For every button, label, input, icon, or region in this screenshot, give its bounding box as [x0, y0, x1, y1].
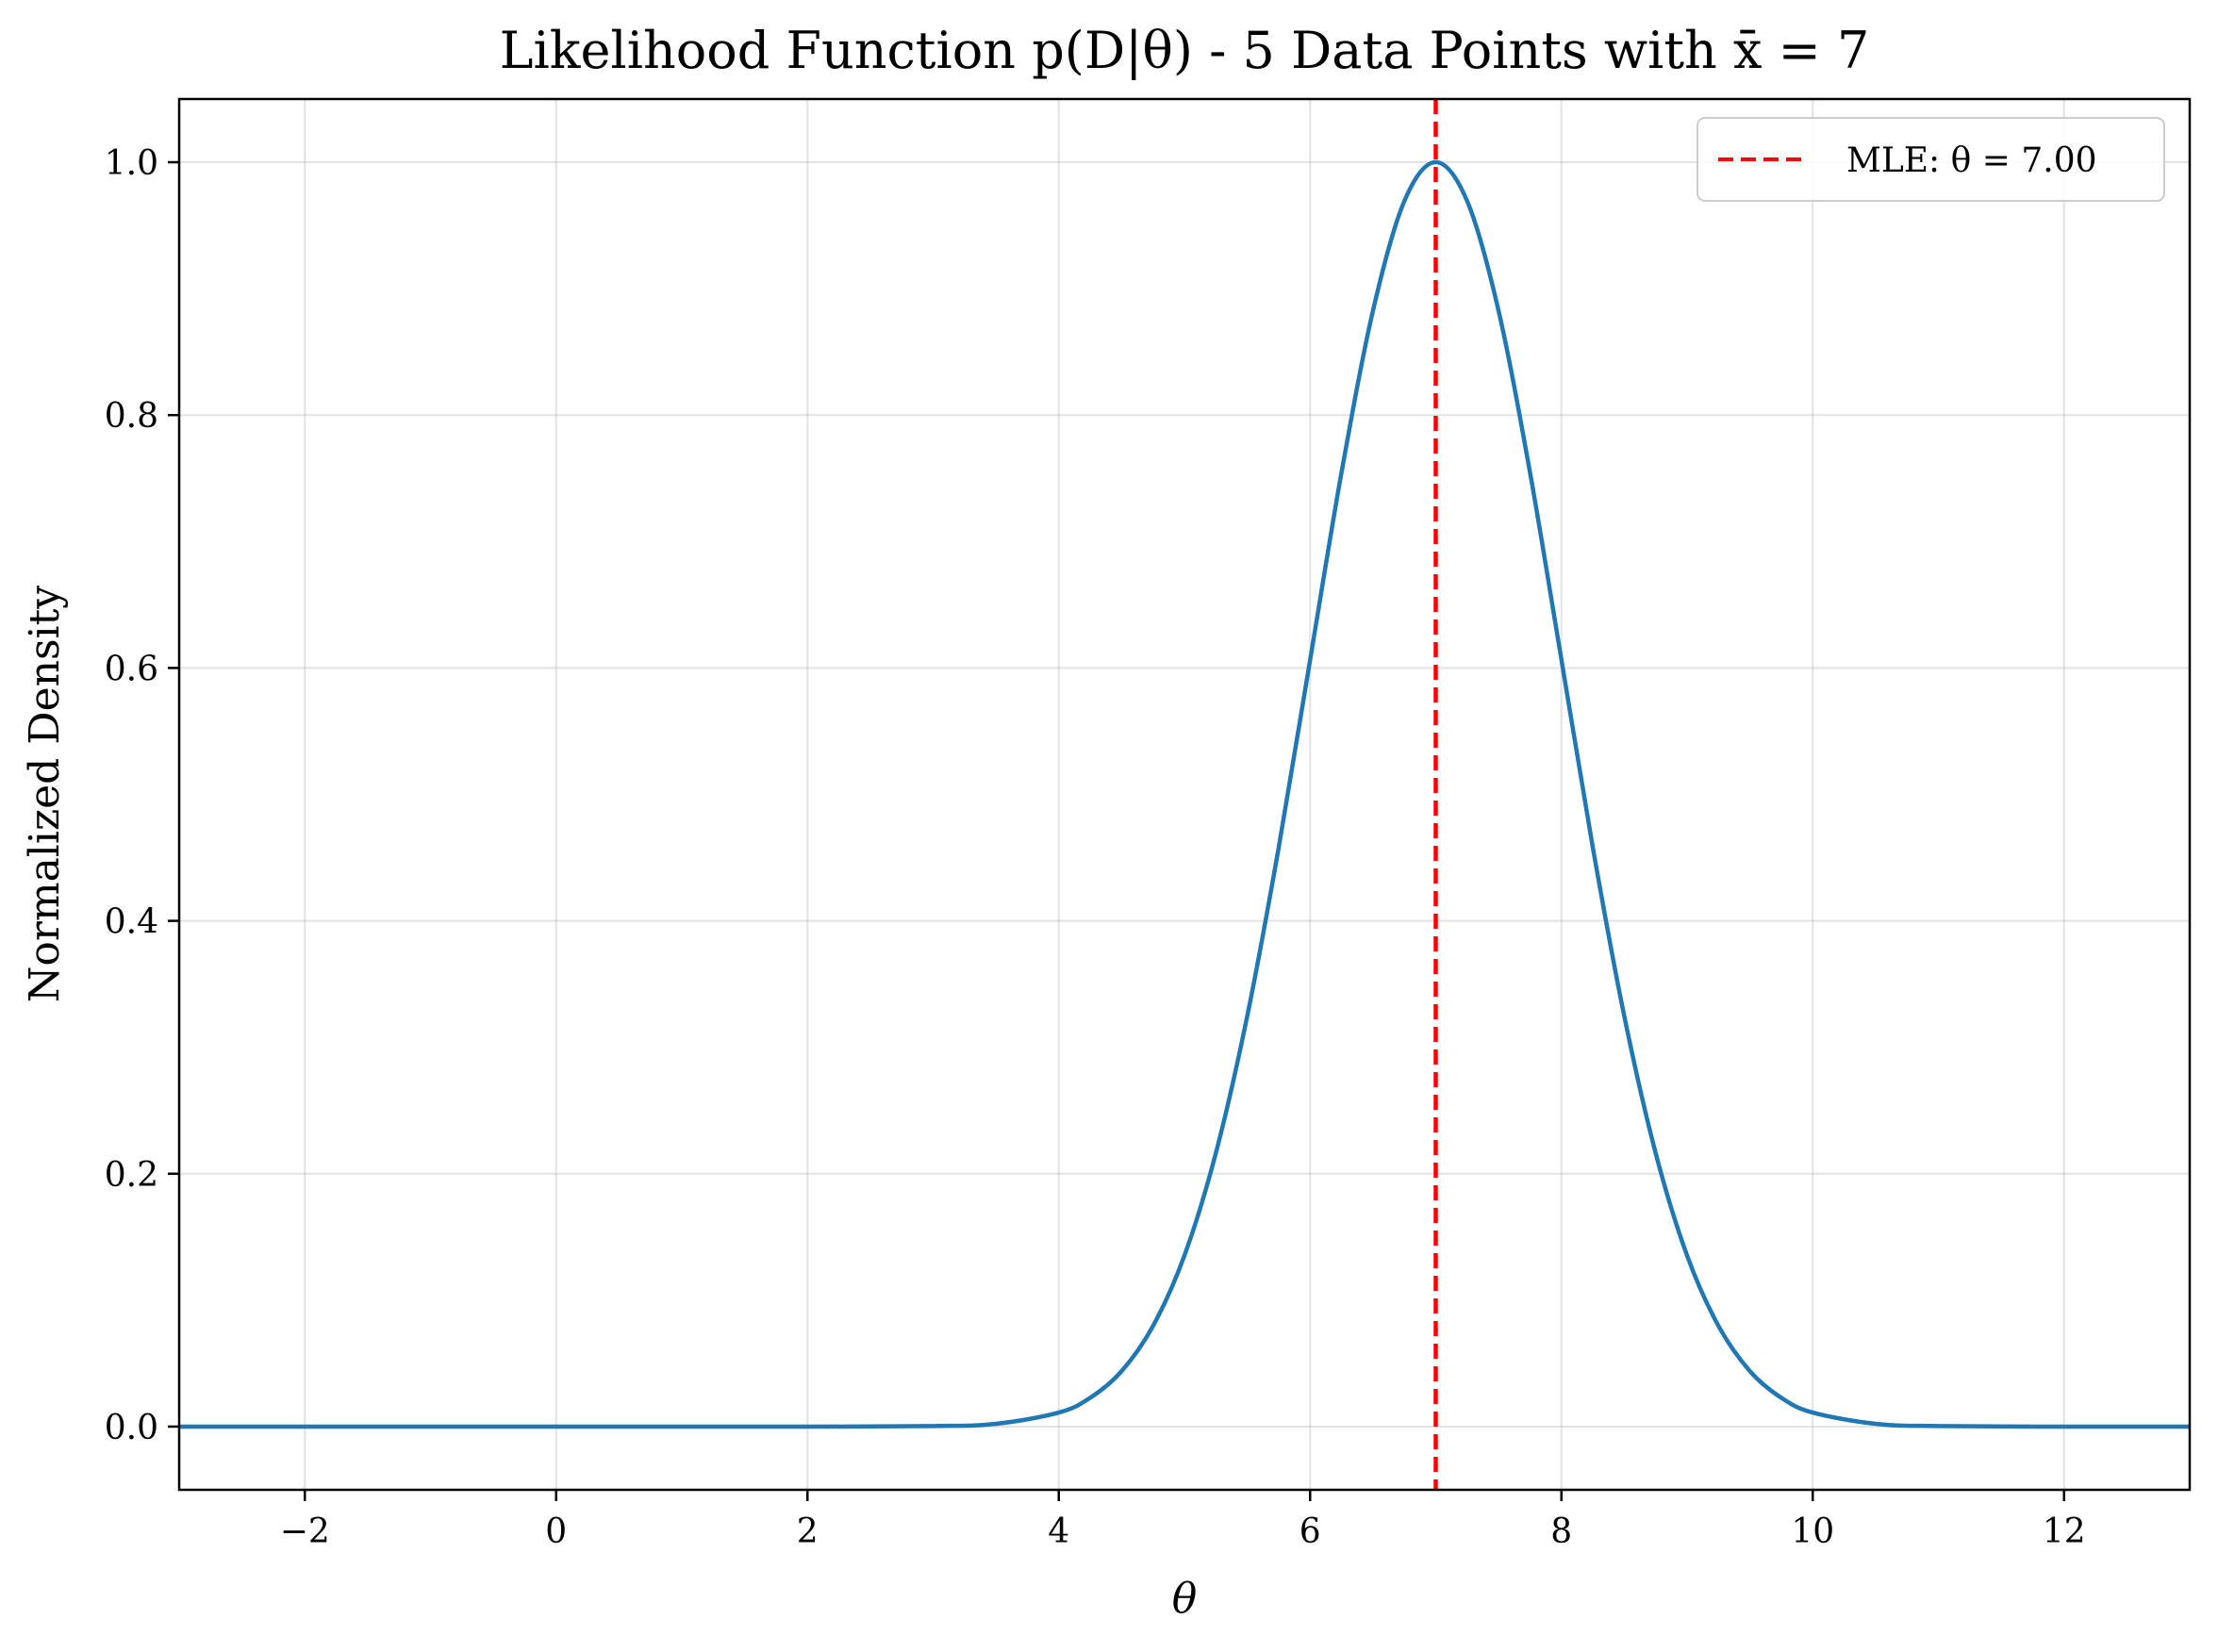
legend-label-mle: MLE: θ = 7.00 — [1846, 141, 2097, 180]
y-axis-label: Normalized Density — [21, 586, 69, 1002]
likelihood-curve — [178, 159, 2190, 1429]
x-tick-label: 2 — [797, 1512, 819, 1551]
x-tick-label: 8 — [1550, 1512, 1572, 1551]
y-tick-label: 0.8 — [105, 397, 158, 436]
x-tick-label: 4 — [1048, 1512, 1069, 1551]
x-tick-label: −2 — [280, 1512, 330, 1551]
plot-frame — [177, 97, 2192, 1492]
y-tick-label: 0.0 — [105, 1409, 158, 1447]
x-tick-label: 0 — [545, 1512, 567, 1551]
plot-area — [178, 99, 2190, 1490]
y-tick-label: 0.2 — [105, 1156, 158, 1195]
y-tick-label: 0.4 — [105, 903, 158, 942]
x-axis-label: θ — [1172, 1575, 1198, 1623]
grid-lines — [179, 99, 2190, 1490]
axis-ticks: −2 0 2 4 6 8 10 12 0.0 0.2 0.4 0.6 0.8 1.0 — [105, 144, 2086, 1551]
x-tick-label: 6 — [1299, 1512, 1321, 1551]
x-tick-label: 10 — [1791, 1512, 1834, 1551]
y-tick-label: 1.0 — [105, 144, 158, 183]
legend-box — [1697, 117, 2165, 202]
legend: MLE: θ = 7.00 — [1697, 117, 2165, 202]
chart-title: Likelihood Function p(D|θ) - 5 Data Poin… — [500, 21, 1870, 80]
x-tick-label: 12 — [2043, 1512, 2086, 1551]
y-tick-label: 0.6 — [105, 650, 158, 688]
